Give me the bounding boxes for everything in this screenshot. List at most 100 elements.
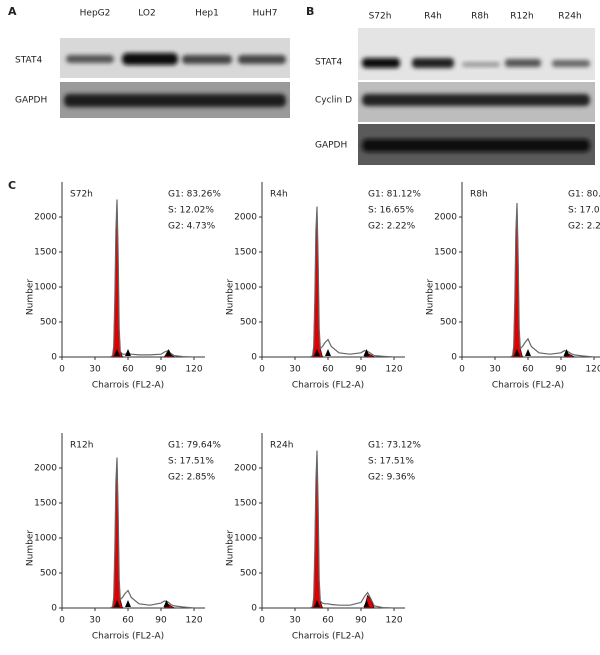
band xyxy=(505,59,541,67)
x-tick-label: 0 xyxy=(459,365,465,375)
y-tick-label: 2000 xyxy=(34,213,57,223)
lane-label: R12h xyxy=(510,12,533,22)
y-tick-label: 500 xyxy=(240,318,257,328)
y-tick-label: 1500 xyxy=(34,248,57,258)
gate-marker xyxy=(514,349,520,356)
gate-marker xyxy=(114,349,120,356)
x-tick-label: 90 xyxy=(155,616,167,626)
histogram: 0 500 1000 1500 2000 0 30 60 90 120 Charrois (FL2-… xyxy=(26,182,221,391)
x-tick-label: 120 xyxy=(185,616,202,626)
gate-marker xyxy=(525,349,531,356)
stat-label: S: 17.51% xyxy=(368,457,414,467)
band xyxy=(182,55,232,64)
row-label: STAT4 xyxy=(15,56,42,66)
band xyxy=(362,94,590,106)
stat-label: G2: 9.36% xyxy=(368,473,416,483)
y-tick-label: 0 xyxy=(451,353,457,363)
stat-label: G1: 73.12% xyxy=(368,441,421,451)
x-tick-label: 0 xyxy=(59,365,65,375)
x-axis-label: Charrois (FL2-A) xyxy=(292,381,364,391)
y-tick-label: 1000 xyxy=(234,283,257,293)
x-tick-label: 30 xyxy=(89,365,101,375)
lane-label: S72h xyxy=(369,12,392,22)
band xyxy=(64,94,286,107)
x-tick-label: 60 xyxy=(522,365,534,375)
stat-label: G2: 2.28% xyxy=(568,222,600,232)
gate-marker xyxy=(314,349,320,356)
y-tick-label: 1500 xyxy=(434,248,457,258)
plot-title: R8h xyxy=(470,190,488,200)
y-tick-label: 1000 xyxy=(34,283,57,293)
y-axis-label: Number xyxy=(226,279,236,315)
stat-label: S: 17.06% xyxy=(568,206,600,216)
x-tick-label: 60 xyxy=(122,616,134,626)
x-tick-label: 30 xyxy=(289,616,301,626)
stat-label: S: 17.51% xyxy=(168,457,214,467)
row-label: GAPDH xyxy=(15,96,47,106)
lane-label: R8h xyxy=(471,12,489,22)
lane-label: LO2 xyxy=(138,9,156,19)
gate-marker xyxy=(125,600,131,607)
x-axis-label: Charrois (FL2-A) xyxy=(92,632,164,642)
histogram: 0 500 1000 1500 2000 0 30 60 90 120 Charrois (FL2-… xyxy=(26,433,221,642)
band xyxy=(66,55,114,63)
row-label: STAT4 xyxy=(315,58,342,68)
band xyxy=(122,53,178,65)
y-axis-label: Number xyxy=(426,279,436,315)
y-tick-label: 2000 xyxy=(434,213,457,223)
x-tick-label: 120 xyxy=(385,365,402,375)
x-tick-label: 120 xyxy=(585,365,600,375)
x-tick-label: 60 xyxy=(322,365,334,375)
stat-label: G2: 2.85% xyxy=(168,473,216,483)
stat-label: G1: 83.26% xyxy=(168,190,221,200)
stat-label: G2: 4.73% xyxy=(168,222,216,232)
y-tick-label: 1500 xyxy=(234,248,257,258)
histogram: 0 500 1000 1500 2000 0 30 60 90 120 Charrois (FL2-… xyxy=(226,433,421,642)
y-tick-label: 1000 xyxy=(34,534,57,544)
histogram: 0 500 1000 1500 2000 0 30 60 90 120 Charrois (FL2-… xyxy=(426,182,600,391)
stat-label: G1: 81.12% xyxy=(368,190,421,200)
x-tick-label: 0 xyxy=(259,616,265,626)
line xyxy=(110,457,195,609)
plot-title: R4h xyxy=(270,190,288,200)
band xyxy=(462,62,500,67)
x-axis-label: Charrois (FL2-A) xyxy=(92,381,164,391)
gate-marker xyxy=(363,349,370,356)
x-tick-label: 30 xyxy=(89,616,101,626)
y-tick-label: 2000 xyxy=(234,464,257,474)
row-label: Cyclin D xyxy=(315,96,352,106)
y-tick-label: 1500 xyxy=(234,499,257,509)
lane-label: Hep1 xyxy=(195,9,219,19)
plot-title: S72h xyxy=(70,190,93,200)
blot-b xyxy=(358,28,595,165)
panel-label: A xyxy=(8,5,17,18)
x-tick-label: 120 xyxy=(185,365,202,375)
x-tick-label: 30 xyxy=(489,365,501,375)
gate-marker xyxy=(114,600,120,607)
x-tick-label: 90 xyxy=(155,365,167,375)
line xyxy=(510,202,595,358)
x-axis-label: Charrois (FL2-A) xyxy=(492,381,564,391)
lane-label: R24h xyxy=(558,12,581,22)
y-tick-label: 0 xyxy=(251,353,257,363)
stat-label: S: 16.65% xyxy=(368,206,414,216)
gate-marker xyxy=(363,600,370,607)
gate-marker xyxy=(125,349,131,356)
plot-title: R12h xyxy=(70,441,93,451)
line xyxy=(310,450,395,609)
band xyxy=(362,58,400,68)
y-tick-label: 2000 xyxy=(34,464,57,474)
x-tick-label: 90 xyxy=(355,616,367,626)
stat-label: S: 12.02% xyxy=(168,206,214,216)
lane-label: HuH7 xyxy=(253,9,278,19)
band xyxy=(552,60,590,67)
lane-label: R4h xyxy=(424,12,442,22)
panel-label: C xyxy=(8,179,16,192)
gate-marker xyxy=(563,349,570,356)
y-axis-label: Number xyxy=(226,530,236,566)
x-tick-label: 0 xyxy=(59,616,65,626)
gate-marker xyxy=(325,349,331,356)
stat-label: G1: 80.66% xyxy=(568,190,600,200)
